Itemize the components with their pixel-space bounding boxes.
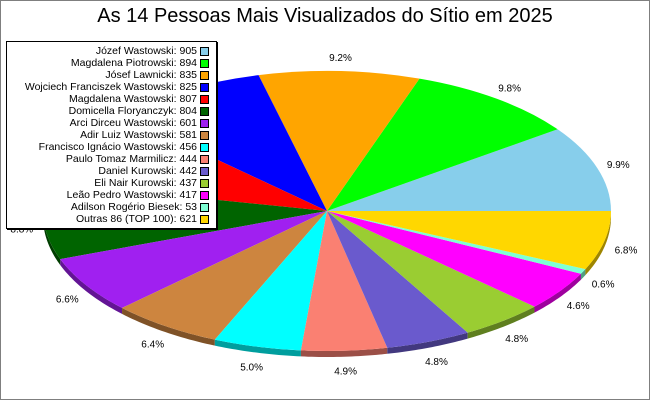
pie-slice-adir-luiz-wastowski <box>122 211 327 340</box>
legend-item-label: Józef Wastowski: 905 <box>95 45 197 57</box>
legend-swatch <box>200 203 209 212</box>
pie-slice-outras-86-top-100 <box>327 211 611 270</box>
legend-swatch <box>200 155 209 164</box>
legend-item: Magdalena Piotrowski: 894 <box>7 57 214 69</box>
legend-swatch <box>200 83 209 92</box>
pie-slice-adilson-rogerio-biesek <box>327 211 586 274</box>
pie-wall-adir-luiz-wastowski <box>122 307 215 346</box>
legend-swatch <box>200 47 209 56</box>
pie-pct-label: 4.8% <box>425 357 448 368</box>
legend-item-label: Magdalena Wastowski: 807 <box>68 93 197 105</box>
pie-pct-label: 6.4% <box>141 340 164 351</box>
pie-wall-adilson-rogerio-biesek <box>580 269 586 280</box>
legend-item: Wojciech Franciszek Wastowski: 825 <box>7 81 214 93</box>
legend-item-label: Eli Nair Kurowski: 437 <box>94 177 197 189</box>
pie-slice-josef-lawnicki <box>258 71 420 211</box>
pie-pct-label: 4.9% <box>334 367 357 378</box>
legend-item: Adir Luiz Wastowski: 581 <box>7 129 214 141</box>
legend-item: Francisco Ignácio Wastowski: 456 <box>7 141 214 153</box>
legend-swatch <box>200 167 209 176</box>
pie-pct-label: 4.8% <box>505 334 528 345</box>
pie-pct-label: 8.8% <box>10 224 33 235</box>
legend-swatch <box>200 95 209 104</box>
chart-title: As 14 Pessoas Mais Visualizados do Sítio… <box>97 5 553 27</box>
pie-wall-eli-nair-kurowski <box>467 306 535 339</box>
legend-swatch <box>200 143 209 152</box>
legend-swatch <box>200 215 209 224</box>
pie-slice-magdalena-piotrowski <box>327 78 558 211</box>
legend-item: Eli Nair Kurowski: 437 <box>7 177 214 189</box>
pie-slice-eli-nair-kurowski <box>327 211 535 333</box>
pie-pct-label: 6.8% <box>615 246 638 257</box>
legend-swatch <box>200 59 209 68</box>
legend-item-label: Outras 86 (TOP 100): 621 <box>75 213 197 225</box>
pie-pct-label: 0.6% <box>592 279 615 290</box>
legend-item-label: Daniel Kurowski: 442 <box>98 165 197 177</box>
legend-swatch <box>200 131 209 140</box>
legend-item-label: Leão Pedro Wastowski: 417 <box>66 189 197 201</box>
legend-item-label: Paulo Tomaz Marmilicz: 444 <box>65 153 197 165</box>
legend-swatch <box>200 191 209 200</box>
legend-item: Paulo Tomaz Marmilicz: 444 <box>7 153 214 165</box>
legend-swatch <box>200 71 209 80</box>
legend-item: Adilson Rogério Biesek: 53 <box>7 201 214 213</box>
pie-wall-arci-dirceu-wastowski <box>60 259 123 314</box>
pie-slice-francisco-ignacio-wastowski <box>214 211 327 351</box>
pie-pct-label: 9.9% <box>607 160 630 171</box>
legend-item: Józef Wastowski: 905 <box>7 45 214 57</box>
legend-item: Daniel Kurowski: 442 <box>7 165 214 177</box>
legend-item: Arci Dirceu Wastowski: 601 <box>7 117 214 129</box>
legend-item: Outras 86 (TOP 100): 621 <box>7 213 214 225</box>
legend-item-label: Adir Luiz Wastowski: 581 <box>80 129 197 141</box>
pie-slice-paulo-tomaz-marmilicz <box>300 211 388 352</box>
pie-slice-jozef-wastowski <box>327 129 611 211</box>
legend-item-label: Adilson Rogério Biesek: 53 <box>70 201 197 213</box>
legend-swatch <box>200 119 209 128</box>
chart-legend: Józef Wastowski: 905 Magdalena Piotrowski… <box>6 41 217 229</box>
legend-item: Domicella Floryanczyk: 804 <box>7 105 214 117</box>
pie-wall-francisco-ignacio-wastowski <box>214 339 301 357</box>
pie-wall-leao-pedro-wastowski <box>534 273 581 313</box>
legend-item: Jósef Lawnicki: 835 <box>7 69 214 81</box>
pie-slice-daniel-kurowski <box>327 211 468 348</box>
pie-wall-domicella-floryanczyk <box>43 211 61 266</box>
legend-item-label: Domicella Floryanczyk: 804 <box>68 105 197 117</box>
legend-swatch <box>200 107 209 116</box>
legend-item-label: Arci Dirceu Wastowski: 601 <box>69 117 197 129</box>
pie-wall-daniel-kurowski <box>387 332 468 354</box>
legend-item-label: Francisco Ignácio Wastowski: 456 <box>38 141 197 153</box>
legend-item-label: Magdalena Piotrowski: 894 <box>70 57 197 69</box>
pie-pct-label: 9.2% <box>329 53 352 64</box>
pie-wall-outras-86-top-100 <box>585 211 611 276</box>
pie-pct-label: 4.6% <box>567 301 590 312</box>
legend-item-label: Jósef Lawnicki: 835 <box>105 69 197 81</box>
pie-pct-label: 5.0% <box>240 362 263 373</box>
legend-item: Leão Pedro Wastowski: 417 <box>7 189 214 201</box>
legend-swatch <box>200 179 209 188</box>
pie-pct-label: 9.8% <box>498 83 521 94</box>
pie-slice-arci-dirceu-wastowski <box>60 211 327 308</box>
pie-pct-label: 6.6% <box>56 295 79 306</box>
pie-slice-leao-pedro-wastowski <box>327 211 581 307</box>
legend-item-label: Wojciech Franciszek Wastowski: 825 <box>24 81 197 93</box>
pie-wall-paulo-tomaz-marmilicz <box>300 347 388 357</box>
legend-item: Magdalena Wastowski: 807 <box>7 93 214 105</box>
